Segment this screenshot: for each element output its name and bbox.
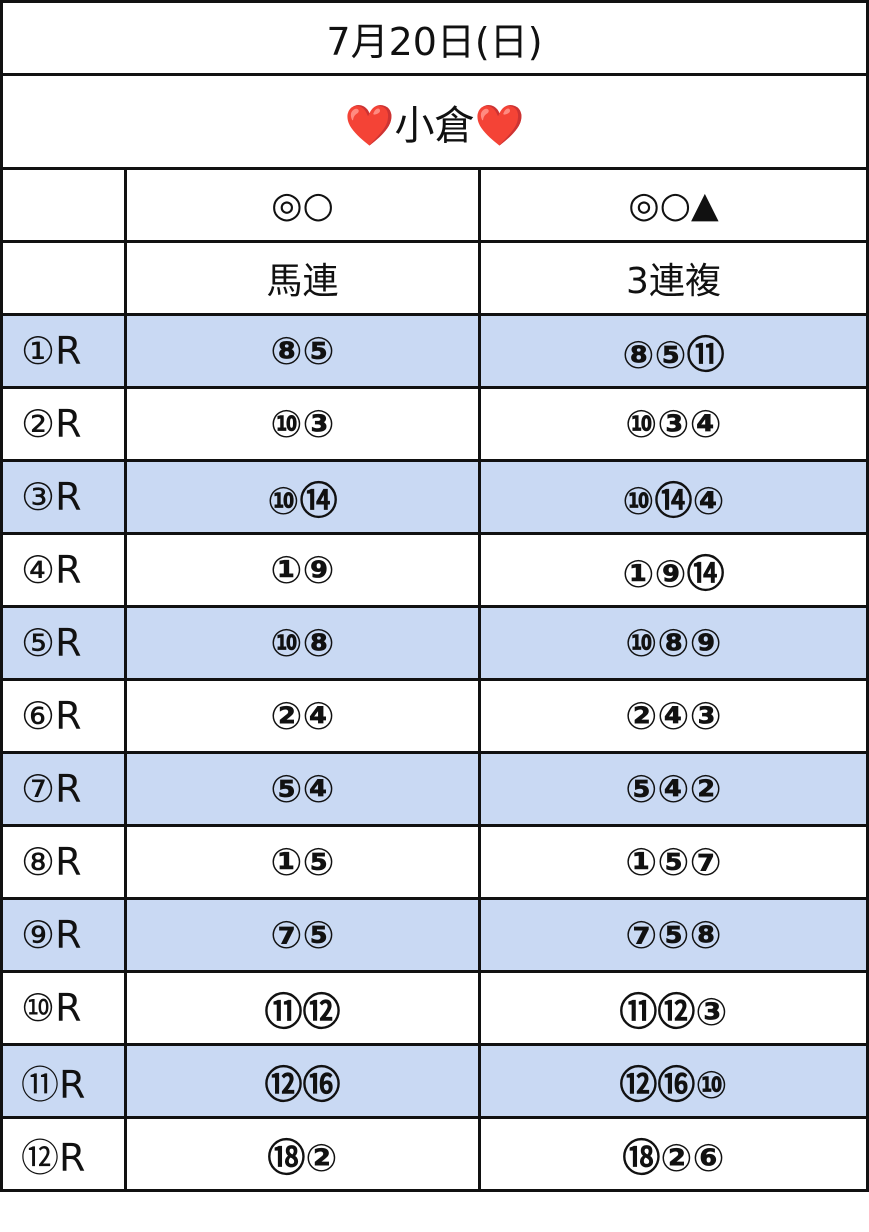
race-no: ⑪R <box>0 1043 127 1119</box>
mark-header: ◎○▲ <box>478 167 869 243</box>
race-no: ③R <box>0 459 127 535</box>
race-no: ⑤R <box>0 605 127 681</box>
sanrenpuku-pick: ⑩⑭④ <box>478 459 869 535</box>
sanrenpuku-pick: ⑫⑯⑩ <box>478 1043 869 1119</box>
prediction-table: 7月20日(日) ❤️小倉❤️ ◎○ ◎○▲ 馬連 3連複 ①R ⑧⑤ ⑧⑤⑪ ②R ⑩… <box>0 0 869 1192</box>
umaren-pick: ⑧⑤ <box>124 313 481 389</box>
race-no: ⑫R <box>0 1116 127 1192</box>
sanrenpuku-pick: ⑪⑫③ <box>478 970 869 1046</box>
race-row: ⑪R ⑫⑯ ⑫⑯⑩ <box>0 1043 869 1119</box>
race-row: ⑫R ⑱② ⑱②⑥ <box>0 1116 869 1192</box>
umaren-pick: ①⑤ <box>124 824 481 900</box>
race-row: ⑩R ⑪⑫ ⑪⑫③ <box>0 970 869 1046</box>
sanrenpuku-pick: ⑦⑤⑧ <box>478 897 869 973</box>
race-row: ⑤R ⑩⑧ ⑩⑧⑨ <box>0 605 869 681</box>
sanrenpuku-pick: ⑩⑧⑨ <box>478 605 869 681</box>
bet-type-header: 3連複 <box>478 240 869 316</box>
corner-cell <box>0 167 127 243</box>
race-row: ⑥R ②④ ②④③ <box>0 678 869 754</box>
umaren-pick: ①⑨ <box>124 532 481 608</box>
sanrenpuku-pick: ⑩③④ <box>478 386 869 462</box>
umaren-pick: ⑤④ <box>124 751 481 827</box>
umaren-pick: ⑪⑫ <box>124 970 481 1046</box>
umaren-pick: ⑫⑯ <box>124 1043 481 1119</box>
race-no: ⑧R <box>0 824 127 900</box>
umaren-pick: ⑩⑧ <box>124 605 481 681</box>
sanrenpuku-pick: ⑧⑤⑪ <box>478 313 869 389</box>
race-row: ⑨R ⑦⑤ ⑦⑤⑧ <box>0 897 869 973</box>
sanrenpuku-pick: ①⑨⑭ <box>478 532 869 608</box>
corner-cell <box>0 240 127 316</box>
sanrenpuku-pick: ①⑤⑦ <box>478 824 869 900</box>
title: 7月20日(日) <box>0 0 869 76</box>
umaren-pick: ⑱② <box>124 1116 481 1192</box>
sanrenpuku-pick: ⑤④② <box>478 751 869 827</box>
race-row: ⑦R ⑤④ ⑤④② <box>0 751 869 827</box>
race-row: ②R ⑩③ ⑩③④ <box>0 386 869 462</box>
race-no: ②R <box>0 386 127 462</box>
umaren-pick: ⑩③ <box>124 386 481 462</box>
mark-header: ◎○ <box>124 167 481 243</box>
race-no: ⑩R <box>0 970 127 1046</box>
sanrenpuku-pick: ⑱②⑥ <box>478 1116 869 1192</box>
bet-type-header: 馬連 <box>124 240 481 316</box>
umaren-pick: ②④ <box>124 678 481 754</box>
umaren-pick: ⑦⑤ <box>124 897 481 973</box>
sanrenpuku-pick: ②④③ <box>478 678 869 754</box>
race-no: ⑥R <box>0 678 127 754</box>
race-no: ⑦R <box>0 751 127 827</box>
race-no: ⑨R <box>0 897 127 973</box>
race-row: ③R ⑩⑭ ⑩⑭④ <box>0 459 869 535</box>
umaren-pick: ⑩⑭ <box>124 459 481 535</box>
race-row: ①R ⑧⑤ ⑧⑤⑪ <box>0 313 869 389</box>
race-row: ④R ①⑨ ①⑨⑭ <box>0 532 869 608</box>
venue: ❤️小倉❤️ <box>0 73 869 170</box>
race-row: ⑧R ①⑤ ①⑤⑦ <box>0 824 869 900</box>
race-no: ①R <box>0 313 127 389</box>
race-no: ④R <box>0 532 127 608</box>
